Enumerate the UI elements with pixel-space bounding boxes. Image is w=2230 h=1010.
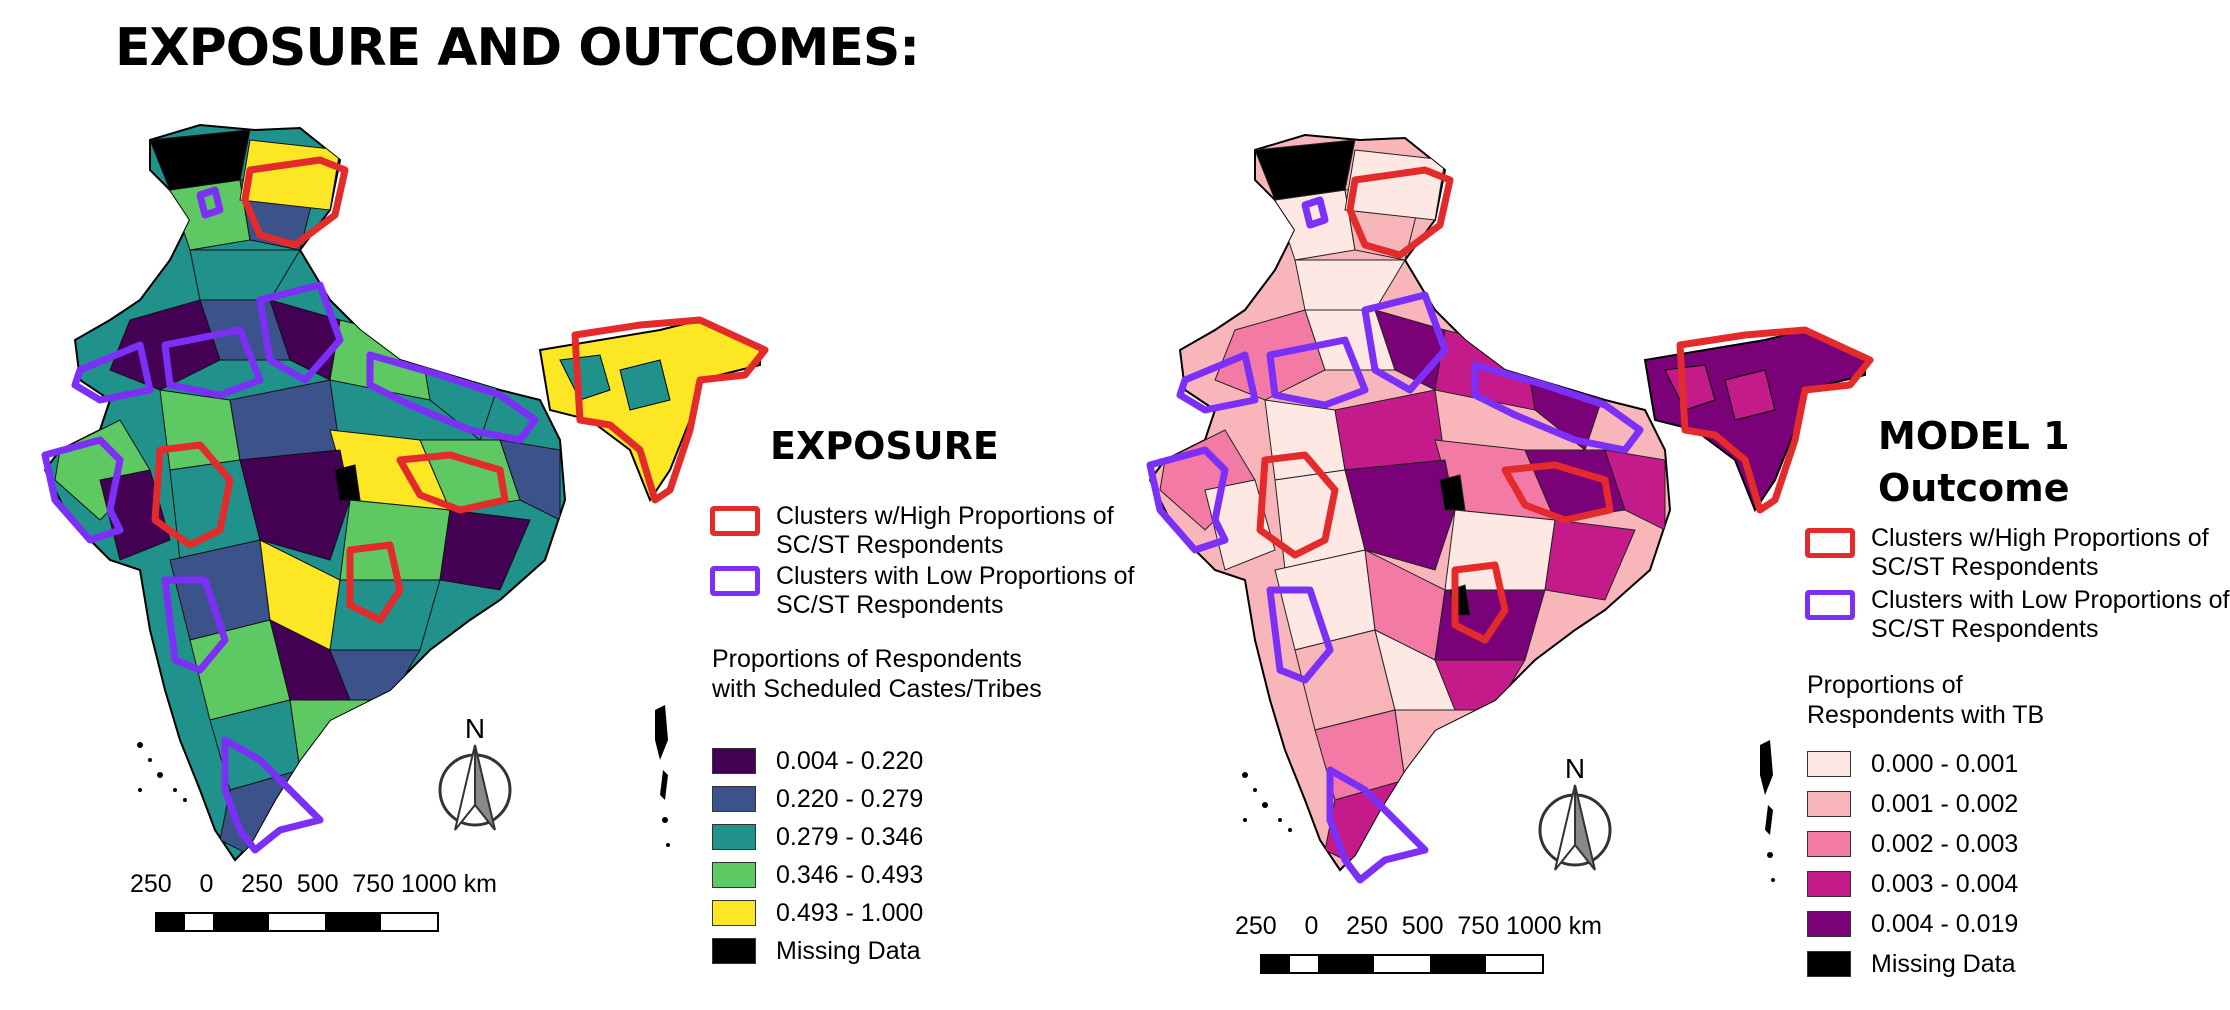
class-label: 0.220 - 0.279 [776, 784, 924, 813]
low-cluster-gujarat [41, 436, 124, 544]
class-swatch [1807, 911, 1851, 937]
legend-class-row: 0.001 - 0.002 [1807, 784, 2018, 824]
class-label: 0.346 - 0.493 [776, 860, 924, 889]
low-cluster-up-west [161, 326, 264, 399]
low-cluster-bihar [366, 351, 539, 444]
low-cluster-gujarat [1146, 446, 1229, 554]
low-cluster-maharashtra [161, 576, 229, 674]
high-cluster-swatch [1805, 528, 1855, 558]
north-arrow-icon [1538, 784, 1612, 871]
legend-class-row: 0.279 - 0.346 [712, 818, 923, 856]
islands [1242, 740, 1775, 882]
high-cluster-west [151, 441, 234, 549]
legend-high-cluster: Clusters w/High Proportions of SC/ST Res… [1805, 524, 2230, 582]
high-cluster-central [396, 451, 509, 514]
high-cluster-label: Clusters w/High Proportions of SC/ST Res… [1871, 524, 2209, 581]
legend-class-row: 0.346 - 0.493 [712, 856, 923, 894]
high-cluster-central [1501, 461, 1614, 524]
legend-class-row: 0.493 - 1.000 [712, 894, 923, 932]
legend-class-row: 0.004 - 0.019 [1807, 904, 2018, 944]
class-swatch [712, 862, 756, 888]
legend-class-row: 0.003 - 0.004 [1807, 864, 2018, 904]
class-swatch [712, 938, 756, 964]
class-label: Missing Data [776, 936, 921, 965]
low-cluster-up-central [256, 281, 344, 384]
scale-bar [155, 912, 439, 932]
page-title: EXPOSURE AND OUTCOMES: [115, 18, 920, 78]
low-cluster-label: Clusters with Low Proportions of SC/ST R… [1871, 586, 2230, 643]
low-cluster-label: Clusters with Low Proportions of SC/ST R… [776, 562, 1135, 619]
high-cluster-west [1256, 451, 1339, 559]
legend-low-cluster: Clusters with Low Proportions of SC/ST R… [1805, 586, 2230, 644]
legend-class-row: 0.220 - 0.279 [712, 780, 923, 818]
class-label: 0.002 - 0.003 [1871, 829, 2019, 858]
legend-class-row: 0.002 - 0.003 [1807, 824, 2018, 864]
low-cluster-small [1301, 196, 1329, 229]
exposure-heading: EXPOSURE [770, 424, 999, 468]
scale-labels: 250 0 250 500 750 1000 km [1235, 912, 1602, 940]
class-label: 0.493 - 1.000 [776, 898, 924, 927]
north-arrow-icon [438, 744, 512, 831]
low-cluster-swatch [1805, 590, 1855, 620]
low-cluster-swatch [710, 566, 760, 596]
legend-class-row: 0.000 - 0.001 [1807, 744, 2018, 784]
exposure-panel: N EXPOSURE Clusters w/High Proportions o… [41, 123, 1134, 970]
legend-low-cluster: Clusters with Low Proportions of SC/ST R… [710, 562, 1156, 620]
class-label: 0.279 - 0.346 [776, 822, 924, 851]
class-swatch [1807, 871, 1851, 897]
class-swatch [712, 824, 756, 850]
class-label: 0.004 - 0.019 [1871, 909, 2019, 938]
scale-labels: 250 0 250 500 750 1000 km [130, 870, 497, 898]
low-cluster-south [221, 736, 324, 854]
high-cluster-north [1346, 166, 1454, 259]
scale-bar [1260, 954, 1544, 974]
high-cluster-north [241, 156, 349, 249]
class-label: 0.003 - 0.004 [1871, 869, 2019, 898]
outcome-map: N [1146, 133, 1874, 884]
legend-classes: 0.000 - 0.001 0.001 - 0.002 0.002 - 0.00… [1807, 744, 2018, 984]
class-swatch [712, 900, 756, 926]
low-cluster-up-west [1266, 336, 1369, 409]
low-cluster-rajasthan [71, 341, 154, 404]
class-label: 0.000 - 0.001 [1871, 749, 2019, 778]
legend-title: Proportions of Respondents with Schedule… [712, 645, 1042, 703]
class-swatch [712, 786, 756, 812]
class-label: 0.004 - 0.220 [776, 746, 924, 775]
legend-class-row: Missing Data [1807, 944, 2018, 984]
low-cluster-rajasthan [1176, 351, 1259, 414]
north-label: N [1565, 753, 1585, 784]
low-cluster-bihar [1471, 361, 1644, 454]
high-cluster-east [346, 541, 404, 624]
legend-title: Proportions of Respondents with TB [1807, 671, 2045, 729]
high-cluster-northeast [1676, 326, 1874, 514]
low-cluster-small [196, 186, 224, 219]
class-swatch [1807, 951, 1851, 977]
class-label: 0.001 - 0.002 [1871, 789, 2019, 818]
class-swatch [1807, 791, 1851, 817]
high-cluster-east [1451, 561, 1509, 644]
class-swatch [712, 748, 756, 774]
north-label: N [465, 713, 485, 744]
islands [137, 705, 670, 847]
class-swatch [1807, 831, 1851, 857]
high-cluster-swatch [710, 506, 760, 536]
class-label: Missing Data [1871, 949, 2016, 978]
legend-classes: 0.004 - 0.220 0.220 - 0.279 0.279 - 0.34… [712, 742, 923, 970]
high-cluster-northeast [571, 316, 769, 504]
low-cluster-maharashtra [1266, 586, 1334, 684]
class-swatch [1807, 751, 1851, 777]
high-cluster-label: Clusters w/High Proportions of SC/ST Res… [776, 502, 1114, 559]
legend-class-row: 0.004 - 0.220 [712, 742, 923, 780]
outcome-heading: MODEL 1 Outcome [1878, 414, 2070, 510]
low-cluster-south [1326, 766, 1429, 884]
legend-class-row: Missing Data [712, 932, 923, 970]
legend-high-cluster: Clusters w/High Proportions of SC/ST Res… [710, 502, 1156, 560]
exposure-map: N [41, 123, 769, 862]
outcome-panel: N MODEL 1 Outcome Clusters w/High Propor… [1115, 0, 2230, 1010]
low-cluster-up-central [1361, 291, 1449, 394]
